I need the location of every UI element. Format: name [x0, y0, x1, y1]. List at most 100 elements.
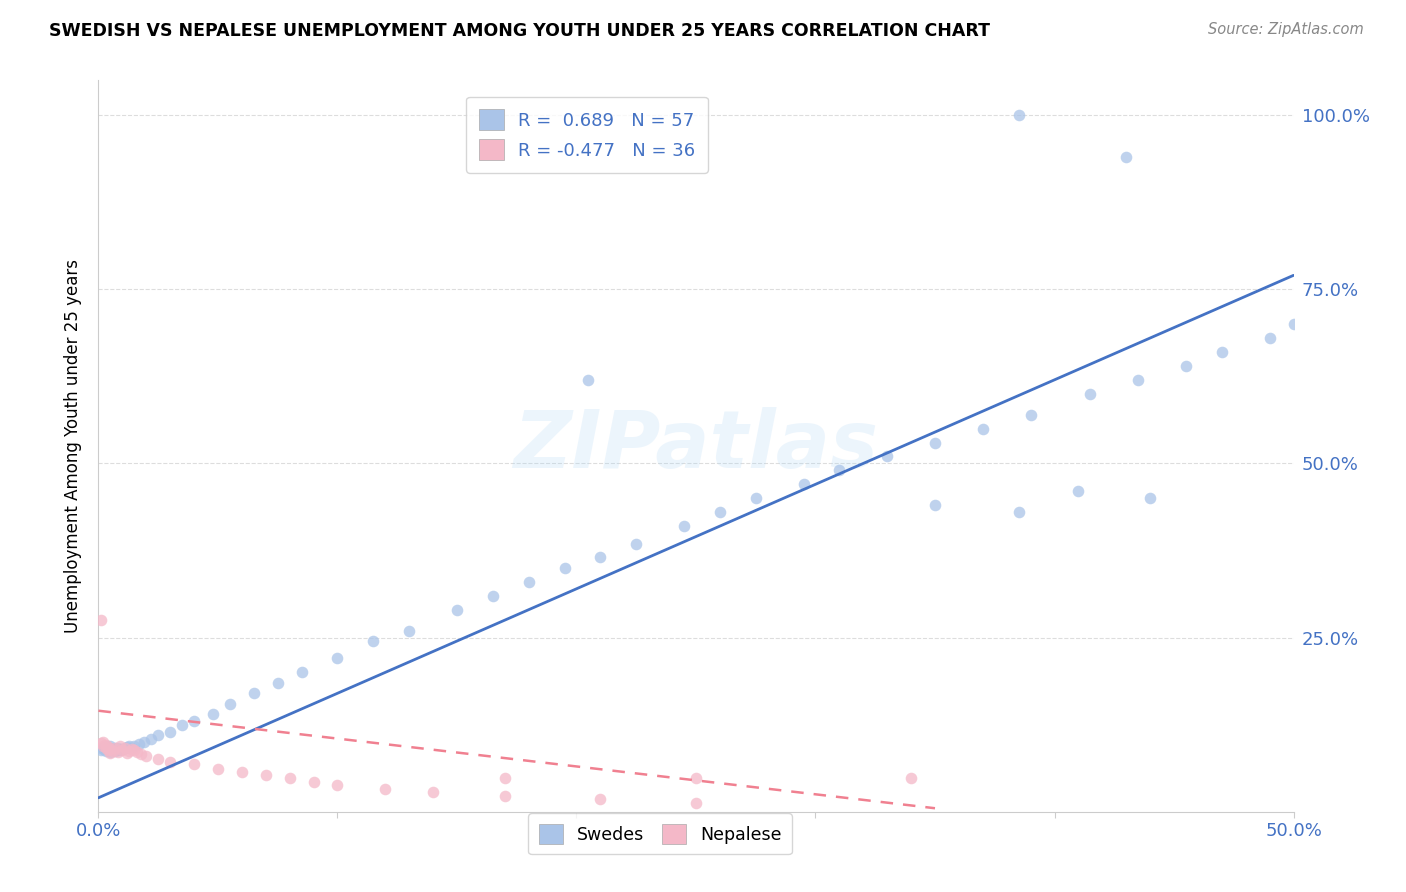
Point	[1175, 359, 1198, 373]
Point	[104, 744, 127, 758]
Point	[111, 742, 134, 756]
Point	[828, 463, 851, 477]
Point	[94, 738, 117, 752]
Text: ZIPatlas: ZIPatlas	[513, 407, 879, 485]
Point	[494, 789, 516, 803]
Point	[115, 739, 138, 754]
Point	[1008, 505, 1031, 519]
Point	[673, 519, 696, 533]
Point	[125, 745, 148, 759]
Point	[554, 561, 576, 575]
Point	[481, 589, 505, 603]
Point	[793, 477, 815, 491]
Point	[291, 665, 314, 680]
Point	[97, 742, 120, 756]
Point	[374, 781, 396, 796]
Point	[107, 742, 129, 756]
Point	[107, 741, 129, 756]
Point	[202, 707, 225, 722]
Text: Source: ZipAtlas.com: Source: ZipAtlas.com	[1208, 22, 1364, 37]
Legend: Swedes, Nepalese: Swedes, Nepalese	[529, 814, 792, 855]
Point	[267, 676, 290, 690]
Point	[115, 746, 138, 760]
Point	[114, 741, 136, 756]
Point	[924, 498, 946, 512]
Point	[363, 634, 385, 648]
Point	[183, 714, 205, 728]
Point	[1258, 331, 1281, 345]
Point	[91, 740, 114, 755]
Point	[326, 778, 349, 792]
Point	[159, 755, 181, 769]
Point	[1139, 491, 1161, 506]
Point	[98, 745, 122, 759]
Point	[98, 746, 122, 760]
Point	[589, 550, 612, 565]
Point	[132, 735, 155, 749]
Point	[90, 613, 112, 627]
Point	[94, 744, 117, 758]
Point	[1008, 108, 1031, 122]
Point	[1211, 345, 1233, 359]
Point	[107, 745, 129, 759]
Point	[90, 743, 112, 757]
Point	[446, 603, 468, 617]
Text: SWEDISH VS NEPALESE UNEMPLOYMENT AMONG YOUTH UNDER 25 YEARS CORRELATION CHART: SWEDISH VS NEPALESE UNEMPLOYMENT AMONG Y…	[49, 22, 990, 40]
Point	[98, 739, 122, 754]
Point	[124, 743, 146, 757]
Point	[254, 768, 277, 782]
Point	[94, 740, 117, 755]
Point	[108, 739, 131, 754]
Point	[118, 744, 141, 758]
Point	[231, 764, 253, 779]
Point	[972, 421, 994, 435]
Point	[494, 772, 516, 786]
Point	[159, 724, 181, 739]
Point	[183, 757, 205, 772]
Point	[94, 739, 117, 754]
Point	[139, 731, 162, 746]
Point	[924, 435, 946, 450]
Point	[101, 743, 124, 757]
Point	[517, 574, 540, 589]
Point	[278, 772, 301, 786]
Point	[131, 747, 153, 761]
Point	[1282, 317, 1305, 331]
Point	[114, 740, 136, 755]
Point	[626, 536, 648, 550]
Point	[172, 717, 194, 731]
Point	[578, 373, 600, 387]
Point	[422, 785, 444, 799]
Point	[709, 505, 731, 519]
Point	[398, 624, 420, 638]
Point	[1019, 408, 1042, 422]
Point	[111, 742, 134, 756]
Point	[97, 741, 120, 756]
Point	[101, 744, 124, 758]
Point	[219, 697, 242, 711]
Point	[101, 742, 124, 756]
Point	[104, 740, 127, 755]
Point	[1128, 373, 1150, 387]
Point	[1067, 484, 1090, 499]
Point	[118, 739, 141, 754]
Point	[1115, 150, 1137, 164]
Point	[589, 792, 612, 806]
Point	[135, 749, 157, 764]
Point	[97, 743, 120, 757]
Point	[91, 739, 114, 753]
Point	[148, 728, 170, 742]
Point	[104, 740, 127, 755]
Point	[121, 742, 143, 756]
Point	[207, 762, 229, 776]
Point	[685, 796, 707, 810]
Point	[91, 735, 114, 749]
Point	[243, 686, 266, 700]
Point	[900, 772, 922, 786]
Point	[876, 450, 898, 464]
Point	[302, 774, 325, 789]
Point	[148, 752, 170, 766]
Point	[745, 491, 768, 506]
Point	[1080, 386, 1102, 401]
Y-axis label: Unemployment Among Youth under 25 years: Unemployment Among Youth under 25 years	[65, 259, 83, 633]
